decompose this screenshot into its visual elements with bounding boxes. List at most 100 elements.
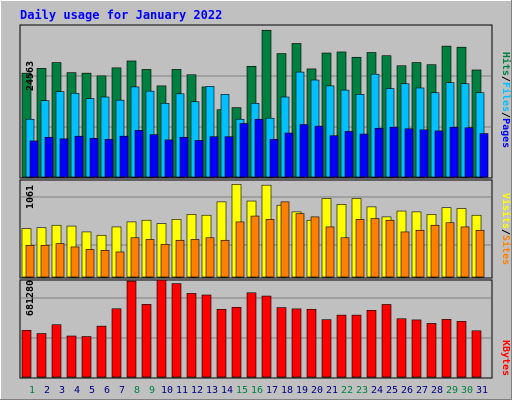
kbytes-bar-6 [96,325,107,378]
legend-top-item-2: Files [500,82,512,112]
x-label-day-3: 3 [59,385,65,396]
kbytes-bar-14 [216,308,227,378]
sites-bar-26 [400,231,410,278]
sites-bar-17 [265,219,275,278]
kbytes-bar-28 [426,323,437,378]
sites-bar-12 [190,239,200,278]
x-label-day-5: 5 [89,385,95,396]
kbytes-bar-8 [126,280,137,378]
x-label-day-15: 15 [236,385,248,396]
pages-bar-10 [164,139,174,178]
kbytes-bar-24 [366,310,377,378]
legend-bottom-item-0: KBytes [500,340,511,376]
visits-y-tick-label: 1061 [25,185,36,209]
sites-bar-22 [340,237,350,278]
x-label-day-22: 22 [341,385,353,396]
kbytes-bar-13 [201,294,212,378]
kbytes-bar-9 [141,304,152,378]
kbytes-y-tick-label: 681280 [25,280,36,316]
kbytes-bar-12 [186,293,197,378]
kbytes-bar-21 [321,319,332,378]
pages-bar-2 [44,136,54,178]
x-label-day-25: 25 [386,385,398,396]
kbytes-bar-4 [66,335,77,378]
x-label-day-23: 23 [356,385,368,396]
chart-title: Daily usage for January 2022 [20,8,222,22]
pages-bar-21 [329,135,339,178]
sites-bar-15 [235,221,245,278]
sites-bar-19 [295,213,305,278]
visits-sites-legend: Visits/Sites [500,193,512,265]
legend-top-item-3: / [500,112,511,118]
sites-bar-1 [25,244,35,278]
x-label-day-6: 6 [104,385,110,396]
legend-middle-item-1: / [500,229,511,235]
x-label-day-16: 16 [251,385,263,396]
x-label-day-28: 28 [431,385,443,396]
x-label-day-12: 12 [191,385,203,396]
kbytes-bar-5 [81,336,92,378]
sites-bar-4 [70,246,80,278]
x-label-day-27: 27 [416,385,428,396]
x-label-day-31: 31 [476,385,488,396]
pages-bar-26 [404,128,414,178]
kbytes-bar-30 [456,321,467,378]
kbytes-bar-27 [411,319,422,378]
sites-bar-3 [55,243,65,278]
legend-top-item-0: Hits [500,52,512,76]
pages-bar-6 [104,139,114,178]
pages-bar-12 [194,140,204,178]
pages-bar-8 [134,130,144,178]
pages-bar-28 [434,130,444,178]
sites-bar-8 [130,237,140,278]
pages-bar-18 [284,132,294,178]
hits-files-pages-legend: Hits/Files/Pages [500,52,512,148]
sites-bar-11 [175,239,185,278]
visits-panel [19,179,493,279]
pages-bar-15 [239,123,249,178]
x-label-day-26: 26 [401,385,413,396]
sites-bar-5 [85,249,95,278]
x-label-day-1: 1 [29,385,35,396]
pages-bar-31 [479,133,489,178]
legend-middle-item-0: Visits [500,193,512,229]
x-label-day-24: 24 [371,385,383,396]
sites-bar-10 [160,244,170,278]
kbytes-bar-29 [441,319,452,378]
kbytes-legend: KBytes [500,340,511,376]
kbytes-bar-25 [381,304,392,378]
x-label-day-30: 30 [461,385,473,396]
sites-bar-31 [475,229,485,278]
x-label-day-8: 8 [134,385,140,396]
kbytes-bar-20 [306,308,317,378]
x-label-day-11: 11 [176,385,188,396]
sites-bar-18 [280,201,290,278]
x-label-day-4: 4 [74,385,80,396]
pages-bar-25 [389,126,399,178]
x-label-day-29: 29 [446,385,458,396]
sites-bar-9 [145,239,155,278]
x-label-day-13: 13 [206,385,218,396]
sites-bar-28 [430,224,440,278]
pages-bar-30 [464,127,474,178]
legend-top-item-4: Pages [500,118,511,148]
x-label-day-18: 18 [281,385,293,396]
kbytes-panel [19,279,493,379]
kbytes-bar-2 [36,333,47,378]
pages-bar-20 [314,125,324,178]
kbytes-bar-10 [156,279,167,378]
x-label-day-10: 10 [161,385,173,396]
x-axis-labels: 1 2 3 4 5 6 7 8 9 10 11 12 13 14 15 16 17 18 19 20 21 22 23 24 2… [29,385,488,396]
pages-bar-22 [344,131,354,178]
kbytes-bar-15 [231,307,242,378]
x-label-day-14: 14 [221,385,233,396]
sites-bar-13 [205,237,215,278]
pages-bar-29 [449,126,459,178]
pages-bar-5 [89,138,99,178]
kbytes-bar-1 [21,329,32,378]
sites-bar-24 [370,218,380,278]
pages-bar-4 [74,135,84,178]
pages-bar-16 [254,118,264,178]
kbytes-bar-26 [396,318,407,378]
